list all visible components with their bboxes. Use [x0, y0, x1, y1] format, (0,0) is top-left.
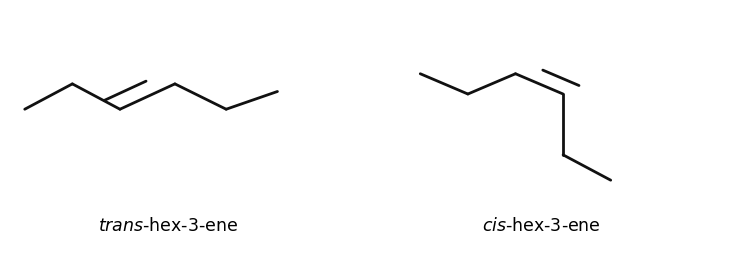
Text: $\it{cis}$-hex-3-ene: $\it{cis}$-hex-3-ene	[482, 217, 601, 235]
Text: $\it{trans}$-hex-3-ene: $\it{trans}$-hex-3-ene	[97, 217, 238, 235]
